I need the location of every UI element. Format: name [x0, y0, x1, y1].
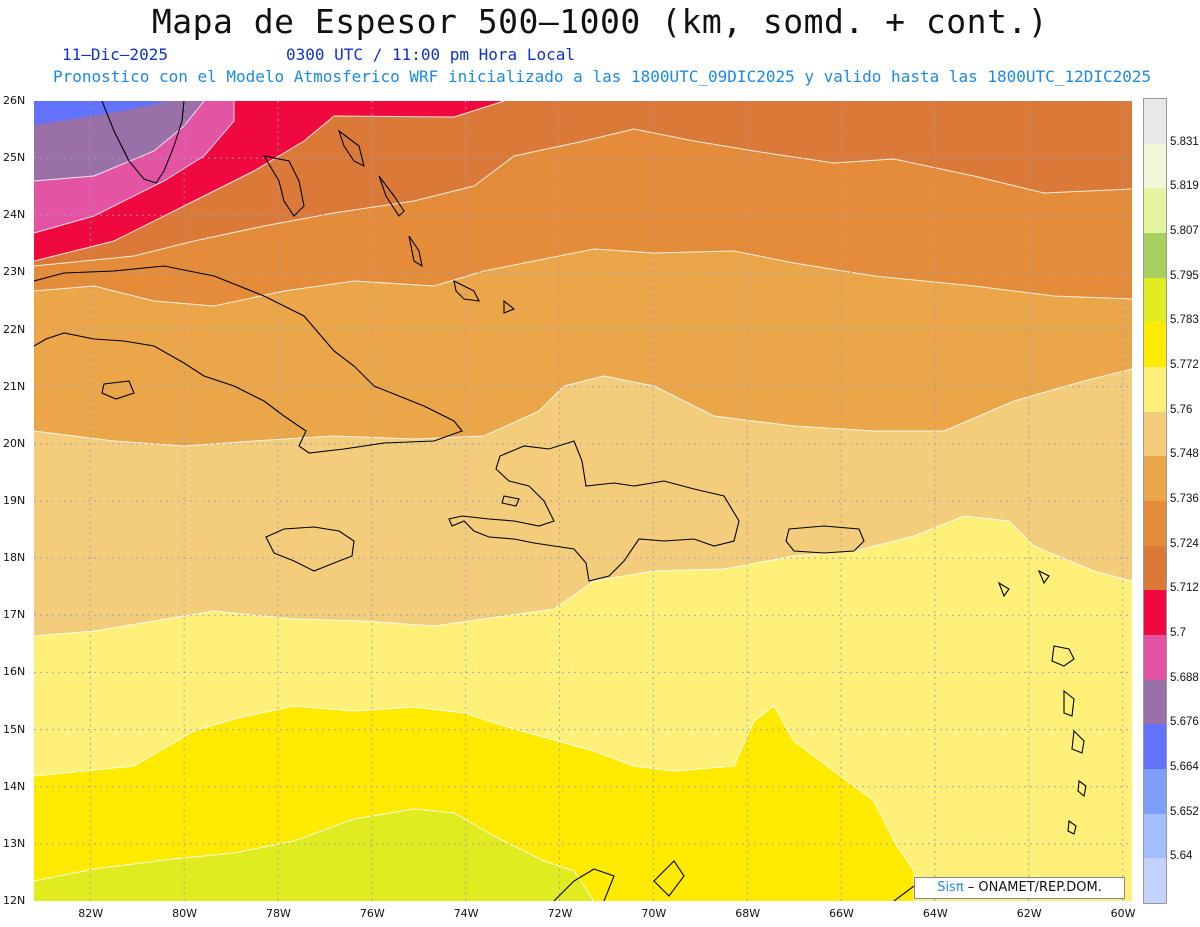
- lat-label: 21N: [3, 379, 26, 393]
- lat-label: 23N: [3, 265, 26, 279]
- legend-label: 5.724: [1170, 537, 1199, 550]
- coast-st-vincent: [1077, 780, 1087, 798]
- legend-label: 5.772: [1170, 359, 1199, 371]
- map-title: Mapa de Espesor 500–1000 (km, somd. + co…: [151, 2, 1049, 41]
- lon-label: 80W: [172, 907, 198, 920]
- coast-antigua: [1037, 569, 1050, 585]
- coast-bahamas-andros: [262, 155, 305, 217]
- lat-label: 26N: [3, 94, 26, 107]
- coast-bahamas-long: [408, 235, 423, 268]
- legend-swatch: [1144, 679, 1166, 725]
- lat-label: 20N: [3, 436, 26, 450]
- lon-label: 72W: [547, 907, 573, 920]
- coast-south-america: [553, 868, 615, 901]
- legend-label: 5.819: [1170, 180, 1199, 193]
- legend-swatch: [1144, 143, 1166, 189]
- lon-label: 68W: [735, 907, 761, 920]
- legend-label: 5.7: [1170, 627, 1186, 639]
- forecast-time: 0300 UTC / 11:00 pm Hora Local: [286, 45, 575, 64]
- lon-label: 70W: [641, 907, 667, 920]
- lat-label: 18N: [3, 551, 26, 565]
- coast-florida: [101, 101, 185, 184]
- legend-label: 5.688: [1170, 671, 1199, 684]
- coast-bahamas-acklins: [503, 299, 516, 314]
- coast-grenada: [1067, 820, 1077, 835]
- legend-swatch: [1144, 635, 1166, 681]
- coast-puerto-rico: [785, 525, 865, 554]
- legend-label: 5.676: [1170, 716, 1199, 729]
- lon-label: 60W: [1110, 907, 1136, 920]
- legend-swatch: [1144, 545, 1166, 591]
- legend-swatch: [1144, 188, 1166, 234]
- coast-isla-juventud: [101, 380, 135, 400]
- lat-label: 17N: [3, 608, 26, 622]
- legend-label: 5.652: [1170, 805, 1199, 818]
- legend-swatch: [1144, 411, 1166, 457]
- lat-label: 24N: [3, 208, 26, 222]
- grid-lines: [34, 101, 1132, 901]
- lon-label: 76W: [359, 907, 385, 920]
- legend-swatch: [1144, 99, 1166, 145]
- credit-text: – ONAMET/REP.DOM.: [963, 880, 1102, 895]
- thickness-map: [34, 101, 1132, 901]
- lon-label: 82W: [78, 907, 104, 920]
- lat-label: 22N: [3, 322, 26, 336]
- legend-label: 5.664: [1170, 761, 1199, 773]
- lat-label: 13N: [3, 836, 26, 850]
- legend-swatch: [1144, 322, 1166, 368]
- color-legend: [1143, 98, 1167, 904]
- legend-label: 5.712: [1170, 582, 1199, 595]
- coastlines: [34, 101, 1087, 901]
- legend-label: 5.783: [1170, 314, 1199, 327]
- lat-label: 16N: [3, 665, 26, 679]
- lat-label: 15N: [3, 722, 26, 736]
- lon-label: 64W: [922, 907, 948, 920]
- legend-swatch: [1144, 724, 1166, 770]
- lon-label: 66W: [829, 907, 854, 920]
- coast-st-lucia: [1071, 729, 1085, 754]
- map-canvas: [34, 101, 1132, 901]
- credit-box: Sisπ – ONAMET/REP.DOM.: [914, 877, 1125, 899]
- legend-label: 5.795: [1170, 269, 1199, 282]
- coast-martinique: [1063, 689, 1075, 717]
- coast-barbuda: [997, 581, 1010, 598]
- legend-label: 5.807: [1170, 225, 1199, 237]
- band-blue-corner: [34, 101, 169, 125]
- legend-swatch: [1144, 590, 1166, 636]
- legend-swatch: [1144, 813, 1166, 859]
- legend-swatch: [1144, 277, 1166, 323]
- lat-label: 19N: [3, 494, 26, 507]
- forecast-date: 11–Dic–2025: [62, 45, 168, 64]
- legend-label: 5.831: [1170, 135, 1199, 148]
- legend-swatch: [1144, 456, 1166, 502]
- coast-bahamas-abaco: [337, 129, 365, 168]
- legend-label: 5.64: [1170, 850, 1193, 863]
- coast-paraguana: [653, 860, 685, 897]
- coast-guadeloupe: [1051, 645, 1075, 667]
- legend-label: 5.736: [1170, 493, 1199, 505]
- coast-bahamas-eleuthera: [378, 175, 405, 217]
- coast-cuba: [34, 265, 463, 454]
- coast-hispaniola: [448, 440, 740, 582]
- lon-label: 62W: [1016, 907, 1042, 920]
- legend-label: 5.76: [1170, 403, 1193, 416]
- legend-swatch: [1144, 858, 1166, 904]
- coast-gonave: [501, 495, 520, 507]
- lat-label: 25N: [3, 151, 26, 165]
- coast-jamaica: [265, 526, 355, 572]
- lat-label: 12N: [3, 894, 26, 907]
- legend-swatch: [1144, 501, 1166, 547]
- credit-brand: Sisπ: [937, 880, 964, 895]
- band-5.783-yellow-green: [34, 809, 594, 901]
- contour-lines: [34, 101, 1132, 901]
- lat-label: 14N: [3, 779, 26, 793]
- coast-bahamas-inagua: [453, 280, 480, 302]
- model-description: Pronostico con el Modelo Atmosferico WRF…: [53, 67, 1152, 86]
- legend-swatch: [1144, 769, 1166, 815]
- lon-label: 74W: [453, 907, 479, 920]
- legend-label: 5.748: [1170, 448, 1199, 461]
- legend-swatch: [1144, 233, 1166, 279]
- lon-label: 78W: [266, 907, 291, 920]
- legend-swatch: [1144, 367, 1166, 413]
